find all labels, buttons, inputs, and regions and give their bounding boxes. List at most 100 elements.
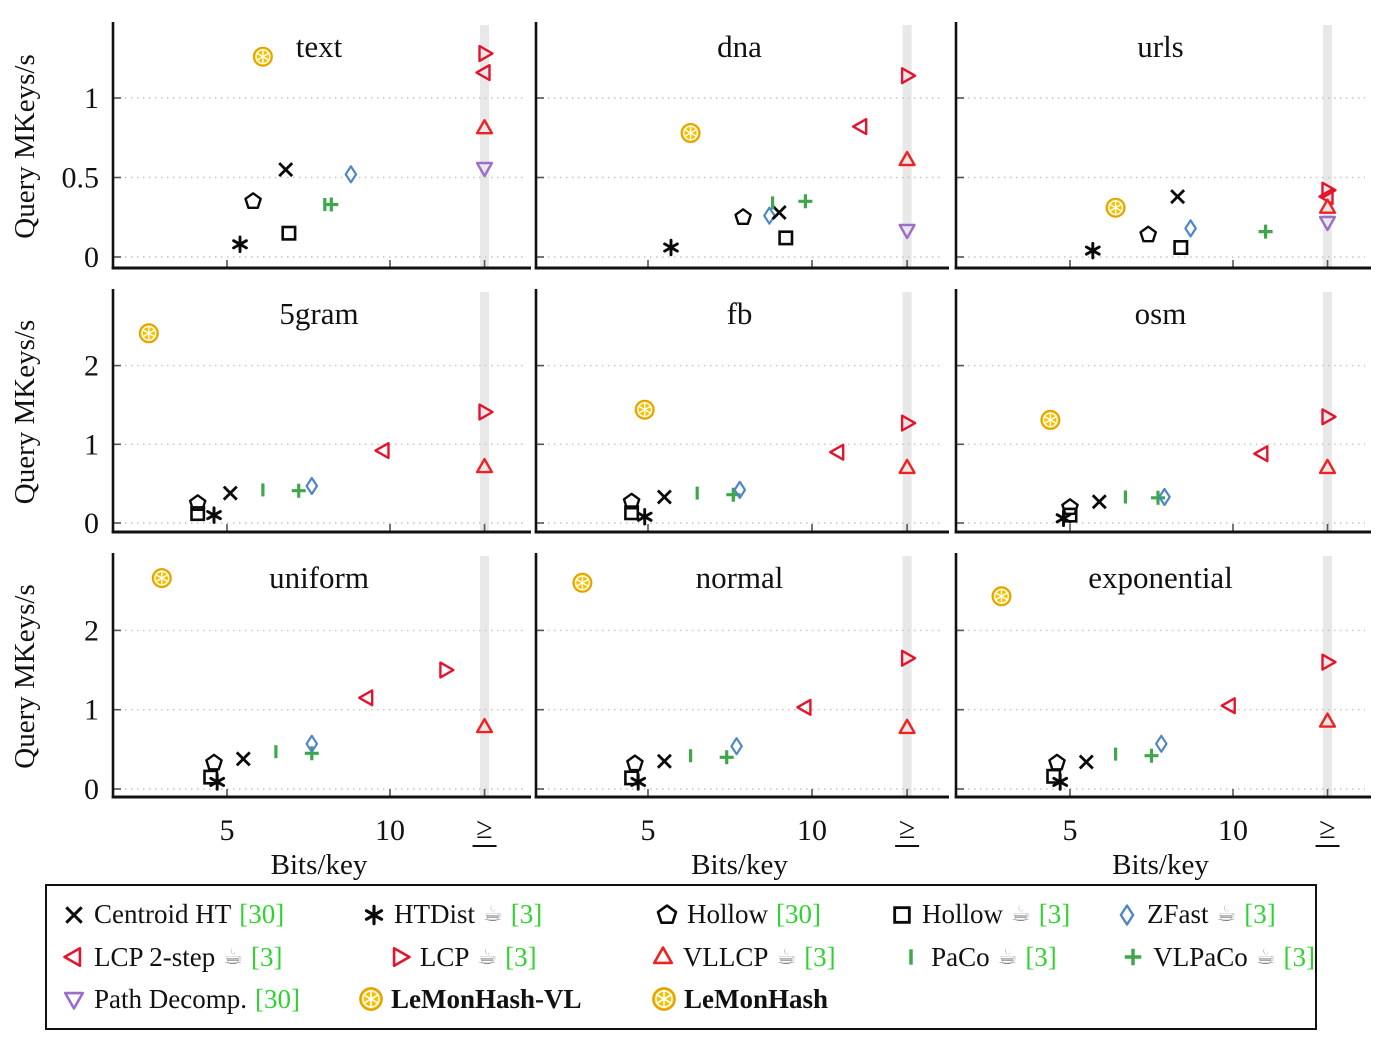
x-marker [656,489,672,505]
asterisk-marker [364,904,384,925]
subplot-normal: normal [534,553,949,799]
pentagon-marker [244,192,262,210]
triangle-up-marker [652,946,673,965]
gte-band [480,556,490,797]
subplot-exponential: exponential [954,553,1371,799]
x-marker [1170,189,1186,205]
triangle-left-marker [358,689,374,707]
bar-marker [898,944,924,970]
legend-item-lemonhash_vl: LeMonHash-VL [358,984,651,1015]
gte-band [902,556,912,797]
lemon-icon [252,46,273,67]
asterisk-marker [232,235,248,254]
x-tick-label: 10 [797,814,827,847]
diamond-marker [344,165,358,184]
triangle-down-marker [61,986,87,1012]
lemon-icon [651,986,677,1012]
subplot-title: exponential [1088,560,1233,595]
legend-item-zfast: ZFast ☕ [3] [1114,899,1276,930]
coffee-icon: ☕ [776,944,797,970]
diamond-marker [1158,487,1171,507]
triangle-up-marker [1318,198,1337,214]
y-tick-label: 1 [84,694,99,727]
triangle-down-marker [898,223,916,240]
lemon-icon [572,572,593,593]
triangle-right-marker [1321,181,1337,199]
triangle-down-marker [1318,215,1337,232]
x-tick-label: 5 [641,814,656,847]
subplot-title: urls [1137,29,1184,64]
diamond-marker [763,206,776,225]
subplot-title: osm [1135,296,1187,331]
legend-label: VLLCP [682,941,769,972]
legend-label: LeMonHash-VL [391,983,582,1014]
legend-label: Path Decomp. [94,983,247,1014]
pentagon-marker [1061,498,1079,515]
x-marker [222,485,238,501]
legend-item-hollow3: Hollow ☕ [3] [889,899,1114,930]
subplot-osm: osm [954,289,1371,534]
plus-marker [1144,748,1159,763]
y-tick-label: 0 [84,773,99,806]
x-marker [771,205,787,220]
coffee-icon: ☕ [1216,902,1237,928]
legend-label: ZFast [1147,899,1209,930]
subplot-text: 0 0.5 1 text [62,22,531,274]
triangle-right-marker [1321,653,1337,671]
y-axis-label: Query MKeys/s [9,54,41,238]
square-marker [1062,507,1078,523]
lemon-icon [1105,197,1126,218]
x-tick-label-gte: ≥ [476,812,492,845]
legend-label: LCP 2-step [94,941,216,972]
y-tick-label: 2 [84,350,99,383]
triangle-right-marker [387,944,413,970]
x-tick-label: 10 [375,814,405,847]
plus-marker [304,746,319,761]
lemon-icon [1040,409,1061,430]
subplot-title: normal [696,560,784,595]
citation: [30] [239,899,285,930]
x-marker [278,162,294,178]
citation: [30] [776,899,821,930]
legend-row: Path Decomp. [30] LeMonHash-VL LeMonHash [61,984,1315,1015]
pentagon-marker [188,494,207,511]
legend-label: VLPaCo [1153,941,1248,972]
gte-band [1323,25,1333,268]
lemon-icon [634,399,655,420]
citation: [3] [250,941,283,972]
triangle-right-marker [900,414,917,432]
diamond-marker [1155,734,1168,753]
subplot-5gram: 0 1 2 5gram [84,289,531,540]
gte-band [1323,556,1333,797]
triangle-up-marker [1318,458,1337,475]
lemon-icon [991,586,1012,607]
triangle-right-marker [900,649,917,667]
x-marker [1091,494,1107,510]
plus-marker [291,483,306,498]
diamond-marker [305,476,319,496]
legend-item-htdist: HTDist ☕ [3] [361,899,654,930]
pentagon-marker [654,902,680,928]
triangle-right-marker [439,661,455,679]
triangle-left-marker [63,946,82,968]
plus-marker [719,750,734,765]
pentagon-marker [734,208,752,226]
y-tick-label: 0 [84,241,99,274]
pentagon-marker [622,492,641,510]
lemon-icon [358,986,384,1012]
y-axis-label: Query MKeys/s [9,584,41,768]
lemon-icon [359,987,383,1012]
pentagon-marker [656,903,678,924]
y-tick-label: 1 [84,428,99,461]
triangle-up-marker [475,457,494,474]
square-marker [190,506,206,522]
legend-item-vllcp: VLLCP ☕ [3] [650,942,898,973]
triangle-up-marker [650,944,676,970]
gte-band [480,25,490,268]
y-tick-label: 2 [84,614,99,647]
legend-row: Centroid HT [30] HTDist ☕ [3] Hollow [30] Hollo… [61,899,1315,930]
y-tick-label: 0.5 [62,162,100,195]
coffee-icon: ☕ [1255,944,1276,970]
pentagon-marker [626,754,644,772]
